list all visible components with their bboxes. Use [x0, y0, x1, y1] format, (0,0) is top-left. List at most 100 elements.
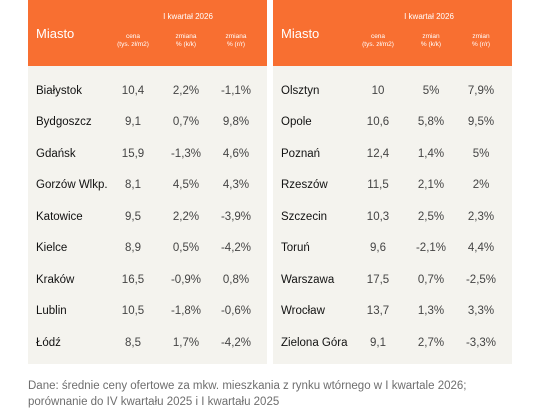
table-row: Opole 10,6 5,8% 9,5% — [273, 107, 512, 139]
price-value: 10 — [371, 84, 385, 97]
qq-column-header: zmiana % (k/k) — [175, 33, 197, 48]
qq-column-header: zmian % (k/k) — [420, 33, 442, 48]
table-row: Warszawa 17,5 0,7% -2,5% — [273, 264, 512, 296]
yy-change: 9,8% — [222, 116, 250, 129]
qq-change: -1,3% — [170, 147, 202, 160]
table-row: Rzeszów 11,5 2,1% 2% — [273, 170, 512, 202]
table-row: Poznań 12,4 1,4% 5% — [273, 138, 512, 170]
yy-change: 0,8% — [222, 273, 250, 286]
table-row: Olsztyn 10 5% 7,9% — [273, 75, 512, 107]
table-row: Łódź 8,5 1,7% -4,2% — [28, 327, 267, 359]
qq-change: 4,5% — [172, 179, 200, 192]
qq-change: 5,8% — [417, 116, 445, 129]
table-row: Kraków 16,5 -0,9% 0,8% — [28, 264, 267, 296]
price-column-header: cena (tys. zł/m2) — [362, 33, 394, 48]
qq-change: -0,9% — [170, 273, 202, 286]
qq-change: 1,3% — [417, 305, 445, 318]
qq-change: 0,5% — [172, 242, 200, 255]
yy-change: -3,9% — [220, 210, 252, 223]
price-value: 10,5 — [121, 305, 145, 318]
price-value: 8,5 — [125, 336, 141, 349]
qq-change: 1,4% — [417, 147, 445, 160]
table-row: Bydgoszcz 9,1 0,7% 9,8% — [28, 107, 267, 139]
city-name: Gorzów Wlkp. — [36, 179, 108, 192]
qq-change: 1,7% — [172, 336, 200, 349]
yy-change: 4,6% — [222, 147, 250, 160]
table-row: Gdańsk 15,9 -1,3% 4,6% — [28, 138, 267, 170]
table-row: Lublin 10,5 -1,8% -0,6% — [28, 296, 267, 328]
city-name: Olsztyn — [281, 84, 320, 97]
price-value: 11,5 — [367, 179, 389, 192]
city-column-header: Miasto — [281, 26, 320, 41]
table-row: Szczecin 10,3 2,5% 2,3% — [273, 201, 512, 233]
table-header-right: Miasto I kwartał 2026 cena (tys. zł/m2) … — [273, 0, 512, 66]
city-name: Katowice — [36, 210, 83, 223]
price-table-right: Miasto I kwartał 2026 cena (tys. zł/m2) … — [273, 0, 512, 364]
price-value: 12,4 — [366, 147, 390, 160]
qq-change: 2,2% — [172, 84, 200, 97]
city-name: Poznań — [281, 147, 321, 160]
table-row: Katowice 9,5 2,2% -3,9% — [28, 201, 267, 233]
yy-change: 3,3% — [467, 305, 495, 318]
price-column-header: cena (tys. zł/m2) — [117, 33, 149, 48]
price-value: 15,9 — [121, 147, 145, 160]
yy-change: -4,2% — [220, 336, 252, 349]
footnote: Dane: średnie ceny ofertowe za mkw. mies… — [28, 380, 467, 408]
qq-change: 0,7% — [417, 273, 445, 286]
yy-change: -1,1% — [220, 84, 252, 97]
price-table-left: Miasto I kwartał 2026 cena (tys. zł/m2) … — [28, 0, 267, 364]
city-name: Rzeszów — [281, 179, 328, 192]
price-value: 8,1 — [125, 179, 141, 192]
qq-change: 5% — [422, 84, 440, 97]
price-value: 9,6 — [370, 242, 386, 255]
qq-change: 2,7% — [417, 336, 445, 349]
qq-change: 2,5% — [417, 210, 445, 223]
city-name: Wrocław — [281, 305, 325, 318]
yy-change: 4,3% — [222, 179, 250, 192]
price-value: 13,7 — [366, 305, 390, 318]
city-name: Białystok — [36, 84, 83, 97]
yy-change: 5% — [472, 147, 490, 160]
city-name: Lublin — [36, 305, 67, 318]
city-name: Gdańsk — [36, 147, 76, 160]
table-row: Gorzów Wlkp. 8,1 4,5% 4,3% — [28, 170, 267, 202]
quarter-header: I kwartał 2026 — [163, 12, 213, 21]
city-name: Toruń — [281, 242, 310, 255]
price-value: 10,3 — [366, 210, 390, 223]
price-value: 10,6 — [366, 116, 390, 129]
table-row: Toruń 9,6 -2,1% 4,4% — [273, 233, 512, 265]
table-header-left: Miasto I kwartał 2026 cena (tys. zł/m2) … — [28, 0, 267, 66]
yy-column-header: zmian % (r/r) — [471, 33, 491, 48]
city-name: Zielona Góra — [281, 336, 348, 349]
price-value: 17,5 — [366, 273, 390, 286]
city-column-header: Miasto — [36, 26, 75, 41]
qq-change: -1,8% — [170, 305, 202, 318]
city-name: Bydgoszcz — [36, 116, 92, 129]
city-name: Szczecin — [281, 210, 328, 223]
table-row: Zielona Góra 9,1 2,7% -3,3% — [273, 327, 512, 359]
yy-change: 4,4% — [467, 242, 495, 255]
yy-change: -2,5% — [465, 273, 497, 286]
quarter-header: I kwartał 2026 — [404, 12, 454, 21]
price-value: 16,5 — [121, 273, 145, 286]
city-name: Kielce — [36, 242, 68, 255]
city-name: Kraków — [36, 273, 75, 286]
price-value: 8,9 — [125, 242, 141, 255]
table-row: Kielce 8,9 0,5% -4,2% — [28, 233, 267, 265]
yy-column-header: zmiana % (r/r) — [225, 33, 247, 48]
city-name: Opole — [281, 116, 312, 129]
table-row: Wrocław 13,7 1,3% 3,3% — [273, 296, 512, 328]
city-name: Łódź — [36, 336, 61, 349]
yy-change: 9,5% — [467, 116, 495, 129]
yy-change: -0,6% — [220, 305, 252, 318]
yy-change: 2,3% — [467, 210, 495, 223]
yy-change: -4,2% — [220, 242, 252, 255]
yy-change: 2% — [472, 179, 490, 192]
price-value: 9,5 — [125, 210, 141, 223]
qq-change: 2,2% — [172, 210, 200, 223]
price-value: 10,4 — [121, 84, 145, 97]
yy-change: 7,9% — [467, 84, 495, 97]
table-row: Białystok 10,4 2,2% -1,1% — [28, 75, 267, 107]
city-name: Warszawa — [281, 273, 335, 286]
qq-change: -2,1% — [415, 242, 447, 255]
